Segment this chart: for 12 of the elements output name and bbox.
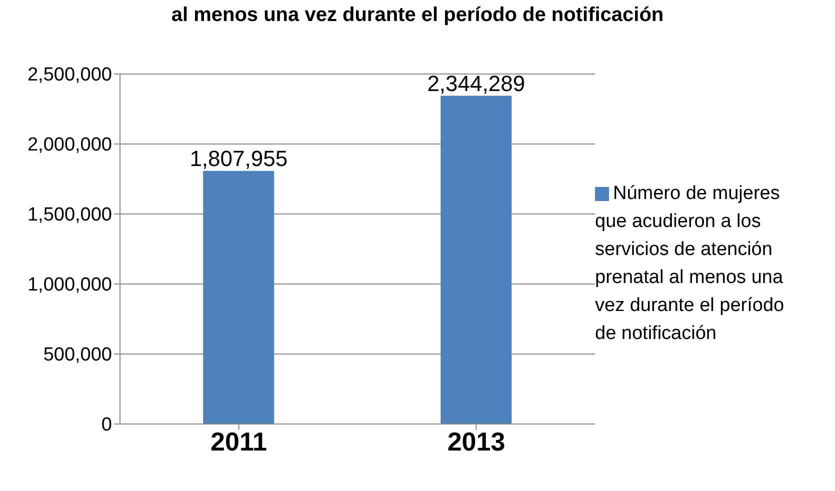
y-tick-label: 1,500,000 [27,204,112,226]
x-tick-label: 2011 [210,426,267,456]
legend-label: Número de mujeres que acudieron a los servicios de atención prenatal al menos una vez durante el período de notificación [595,183,784,344]
chart-title: al menos una vez durante el período de notificación [170,4,665,27]
y-tick-label: 0 [101,414,112,436]
data-label: 2,344,289 [427,70,526,96]
y-tick-label: 2,000,000 [27,134,112,156]
data-label: 1,807,955 [190,146,288,171]
y-tick-label: 1,000,000 [27,274,112,296]
y-tick-label: 500,000 [43,344,112,366]
y-tick-label: 2,500,000 [27,64,112,86]
x-tick-label: 2013 [447,426,506,456]
